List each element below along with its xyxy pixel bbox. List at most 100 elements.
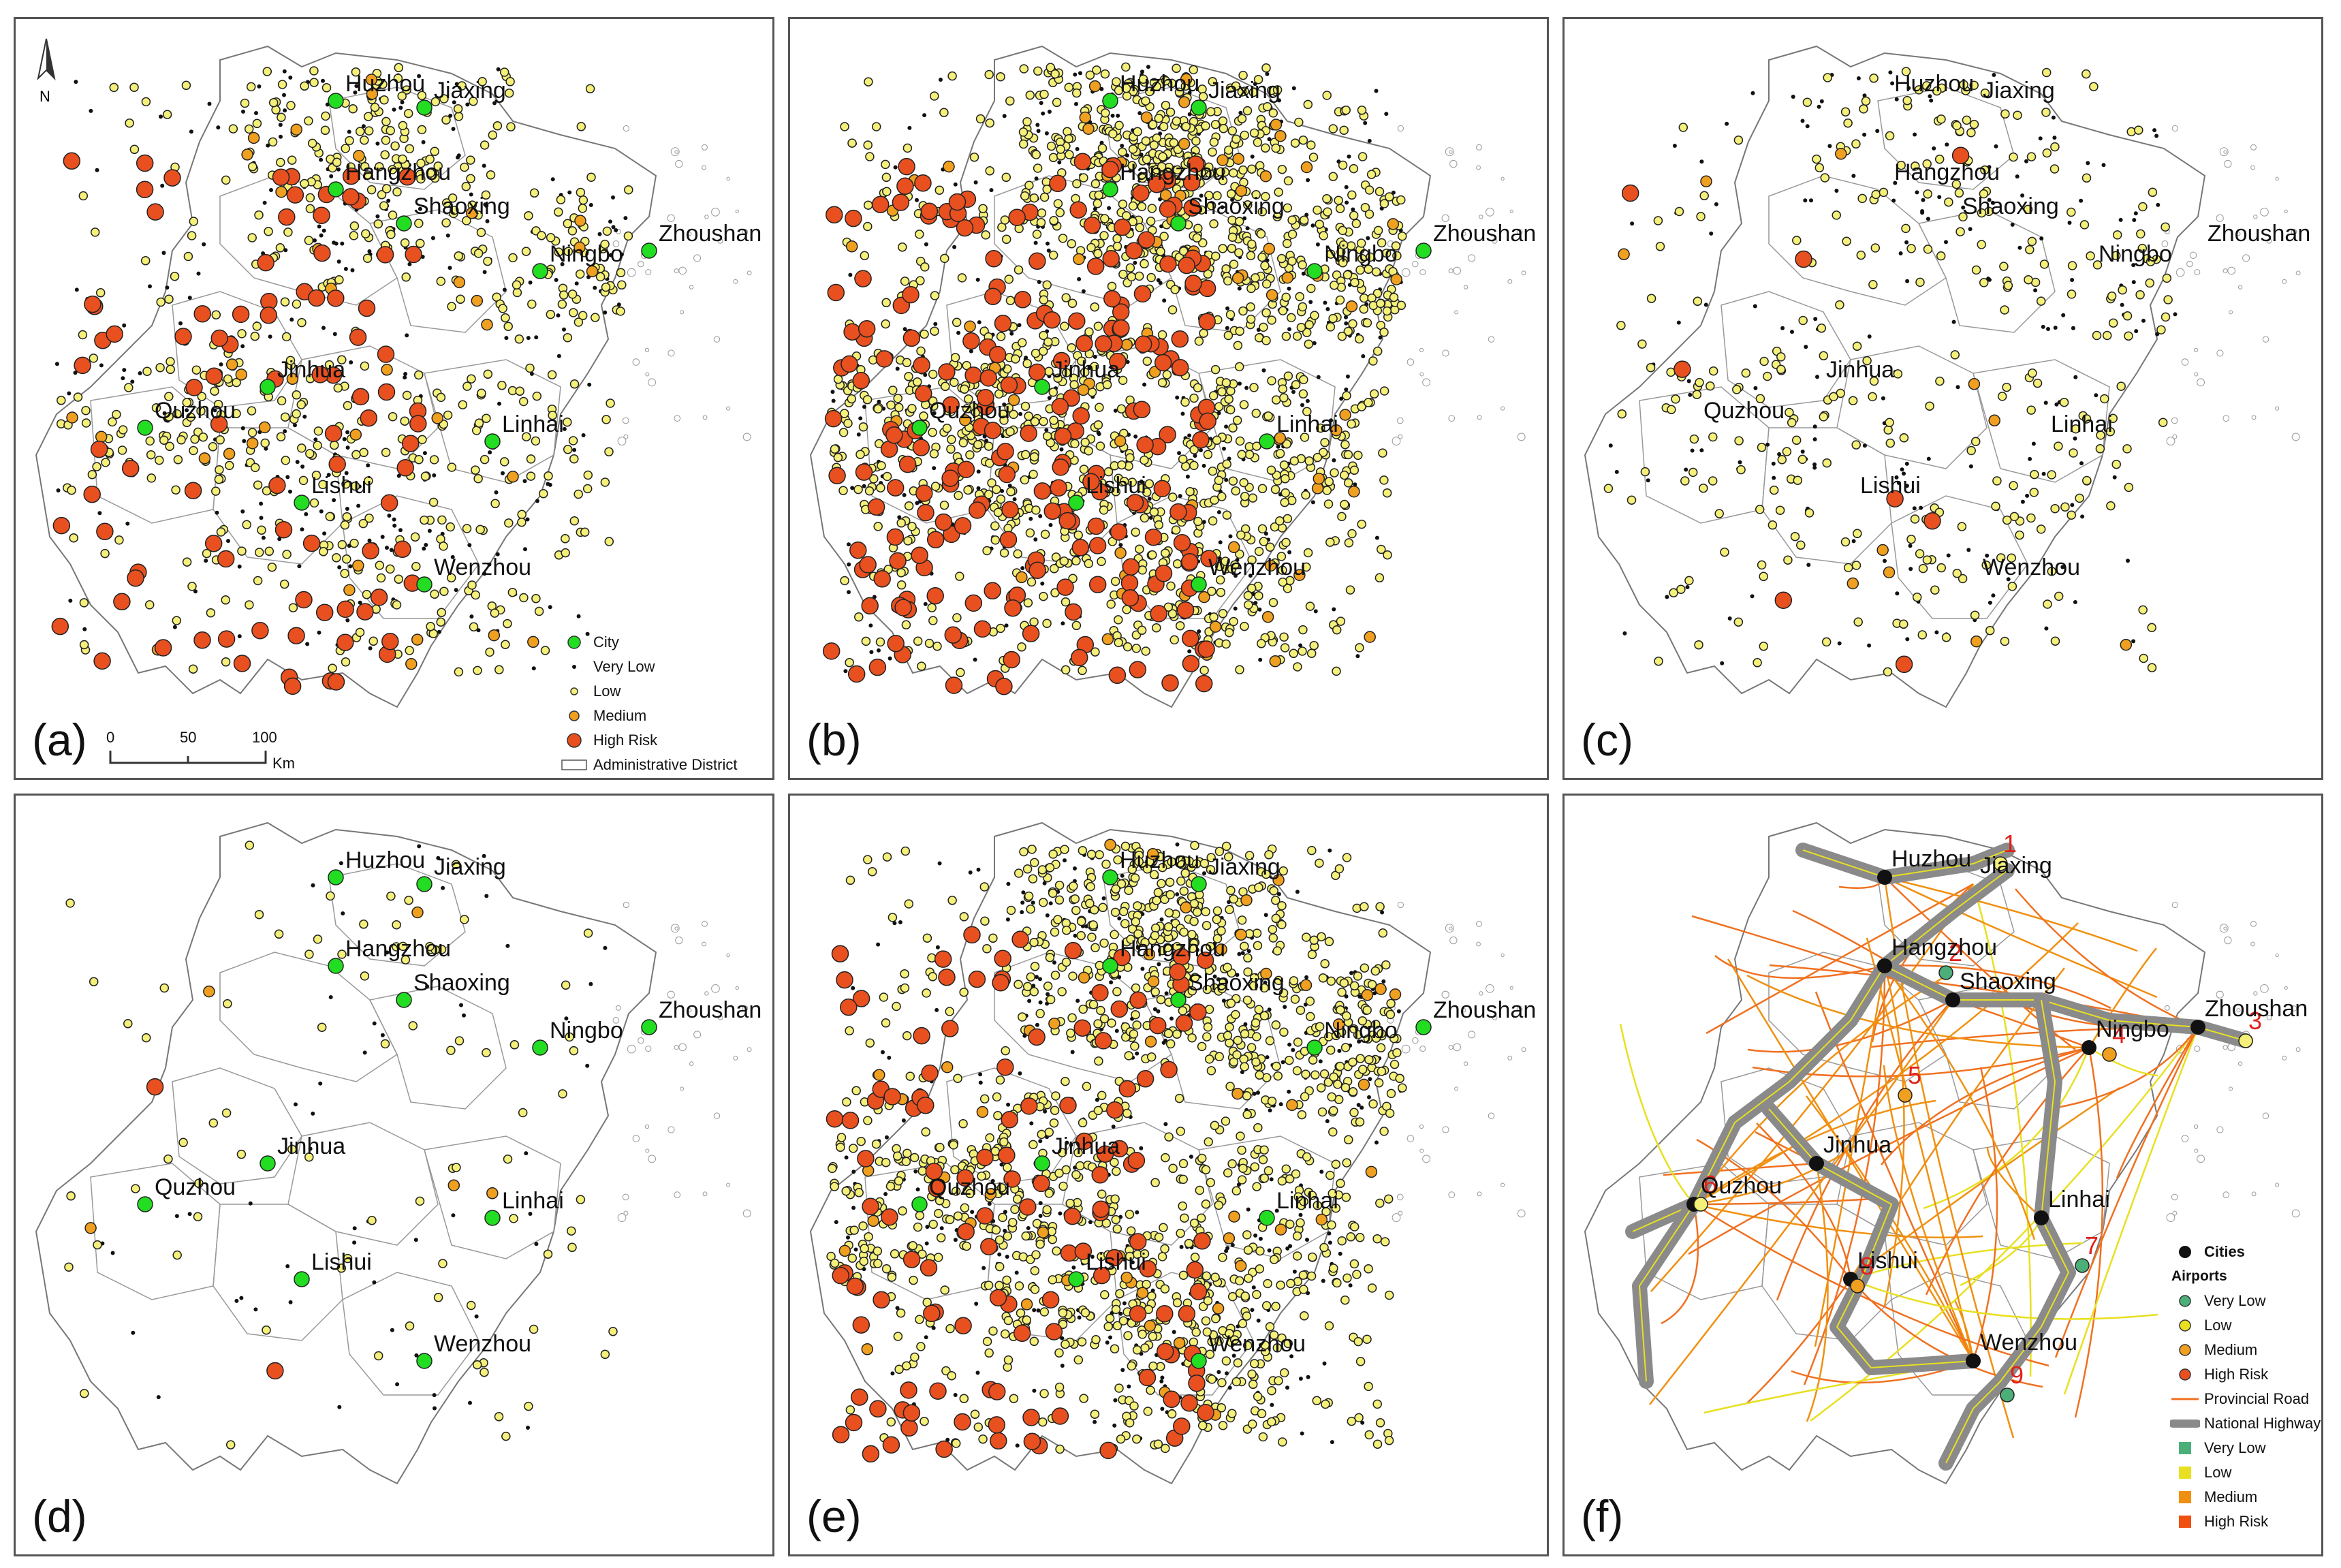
risk-point bbox=[307, 138, 317, 148]
risk-point bbox=[1111, 1214, 1121, 1225]
risk-point bbox=[138, 371, 142, 375]
risk-point bbox=[1127, 1384, 1131, 1389]
risk-point bbox=[159, 114, 163, 119]
risk-point bbox=[845, 1026, 854, 1036]
risk-point bbox=[989, 188, 994, 193]
risk-point bbox=[1252, 1182, 1261, 1191]
risk-point bbox=[1979, 278, 1989, 287]
risk-point bbox=[1614, 469, 1619, 474]
risk-point-high bbox=[370, 589, 388, 606]
risk-point bbox=[171, 485, 180, 495]
risk-point bbox=[1038, 1000, 1043, 1005]
risk-point bbox=[286, 373, 299, 386]
city-zhoushan bbox=[641, 1019, 657, 1035]
city-jinhua bbox=[260, 379, 276, 395]
risk-point bbox=[1261, 1301, 1272, 1311]
risk-point-high bbox=[1951, 146, 1970, 165]
risk-point bbox=[1039, 295, 1049, 305]
risk-point bbox=[1994, 144, 1998, 148]
risk-point bbox=[446, 573, 456, 583]
risk-point-high bbox=[913, 356, 930, 374]
risk-point bbox=[1024, 411, 1033, 421]
risk-point bbox=[1379, 328, 1389, 337]
risk-point bbox=[868, 623, 873, 628]
risk-point bbox=[1097, 143, 1107, 153]
risk-point-high bbox=[1187, 155, 1205, 173]
risk-point-high bbox=[885, 426, 903, 444]
risk-point-high bbox=[1069, 201, 1087, 219]
risk-point bbox=[392, 107, 396, 112]
risk-point bbox=[578, 204, 588, 213]
risk-point bbox=[847, 542, 851, 547]
risk-point bbox=[196, 271, 201, 276]
risk-point bbox=[1862, 443, 1867, 448]
risk-point bbox=[182, 398, 192, 407]
risk-point-high bbox=[1120, 574, 1139, 592]
city-label-quzhou: Quzhou bbox=[155, 1174, 236, 1200]
risk-point bbox=[1328, 172, 1338, 181]
risk-point bbox=[902, 1148, 912, 1158]
risk-point bbox=[1910, 514, 1920, 524]
risk-point bbox=[518, 1108, 528, 1118]
risk-point bbox=[1339, 409, 1351, 421]
risk-point bbox=[1695, 377, 1704, 388]
risk-point bbox=[1028, 469, 1038, 480]
risk-point bbox=[586, 265, 599, 278]
risk-point bbox=[398, 154, 407, 164]
risk-point bbox=[1060, 597, 1071, 607]
risk-point bbox=[1120, 144, 1125, 148]
risk-point bbox=[482, 1048, 491, 1058]
risk-point bbox=[2070, 278, 2075, 282]
risk-point bbox=[1281, 474, 1290, 484]
risk-point bbox=[2000, 109, 2010, 119]
risk-point-high bbox=[1129, 661, 1147, 678]
risk-point bbox=[973, 439, 983, 450]
risk-point bbox=[1289, 1354, 1294, 1359]
risk-point bbox=[340, 520, 350, 530]
risk-point bbox=[1187, 433, 1192, 438]
risk-point bbox=[873, 522, 883, 531]
risk-point bbox=[1957, 522, 1967, 531]
risk-point bbox=[1251, 1285, 1256, 1290]
risk-point bbox=[578, 195, 588, 205]
risk-point bbox=[1086, 242, 1096, 253]
risk-point bbox=[1348, 485, 1360, 498]
risk-point bbox=[569, 379, 580, 389]
risk-point bbox=[477, 388, 486, 398]
risk-point bbox=[240, 344, 245, 349]
risk-point bbox=[1364, 631, 1376, 643]
risk-point bbox=[1325, 537, 1335, 547]
risk-point bbox=[362, 1050, 367, 1055]
risk-point bbox=[1267, 376, 1276, 386]
risk-point bbox=[182, 557, 192, 567]
risk-point bbox=[1005, 296, 1016, 305]
risk-point bbox=[851, 1206, 856, 1210]
risk-point bbox=[1056, 144, 1065, 154]
risk-point bbox=[1338, 257, 1348, 268]
risk-point bbox=[172, 409, 182, 419]
risk-point bbox=[393, 74, 403, 83]
risk-point bbox=[1622, 631, 1627, 636]
city-label-zhoushan: Zhoushan bbox=[2208, 221, 2311, 247]
risk-point-high bbox=[405, 245, 422, 264]
risk-point bbox=[2081, 414, 2092, 424]
risk-point-high bbox=[113, 593, 131, 611]
risk-point bbox=[563, 417, 572, 427]
risk-point bbox=[1693, 296, 1703, 307]
risk-point bbox=[1367, 138, 1372, 143]
risk-point bbox=[1040, 581, 1045, 586]
risk-point bbox=[1102, 380, 1112, 390]
risk-point bbox=[396, 473, 401, 478]
risk-point bbox=[417, 91, 427, 100]
city-label-quzhou: Quzhou bbox=[1703, 398, 1785, 424]
risk-point-high bbox=[349, 328, 367, 346]
risk-point-high bbox=[1082, 473, 1100, 491]
risk-point bbox=[1235, 436, 1245, 446]
risk-point bbox=[1214, 847, 1225, 856]
risk-point bbox=[1014, 868, 1024, 878]
risk-point bbox=[1966, 127, 1976, 138]
risk-point bbox=[361, 229, 371, 238]
risk-point-high bbox=[90, 440, 108, 458]
risk-point bbox=[1006, 881, 1011, 886]
risk-point bbox=[187, 1212, 192, 1217]
